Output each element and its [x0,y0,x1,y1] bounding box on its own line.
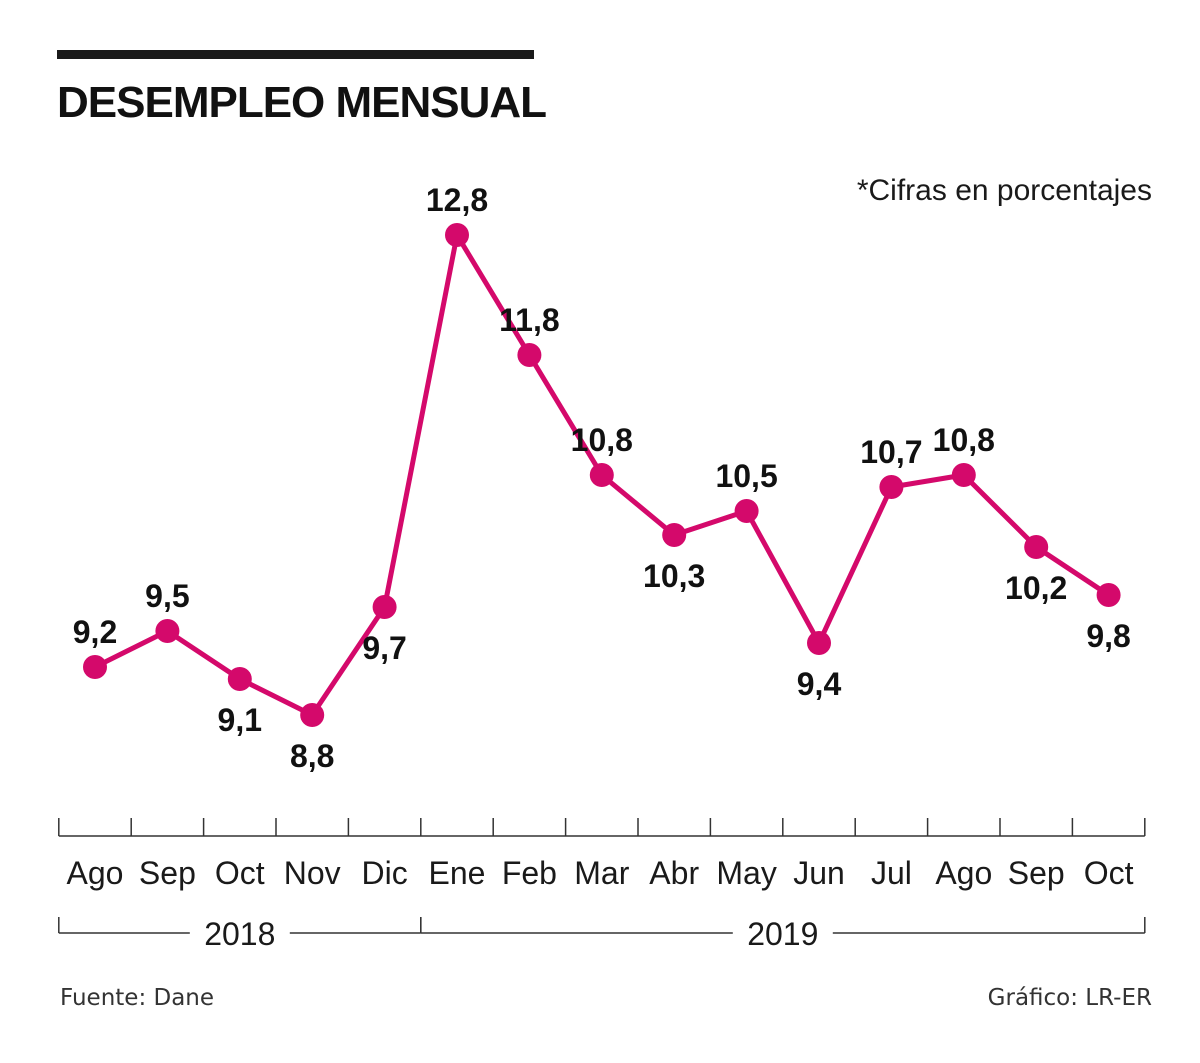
x-tick-label: Mar [574,855,629,891]
source-note: Fuente: Dane [60,985,215,1011]
credit-note: Gráfico: LR-ER [987,985,1152,1011]
year-label: 2019 [747,916,818,952]
x-tick-label: Jun [793,855,845,891]
data-label: 8,8 [290,738,334,774]
data-point [300,703,325,727]
data-point [372,595,397,619]
year-label: 2018 [204,916,275,952]
data-label: 9,4 [797,666,842,702]
data-point [662,523,687,547]
data-label: 10,2 [1005,570,1067,606]
x-tick-label: Dic [361,855,407,891]
chart-title: DESEMPLEO MENSUAL [57,78,547,127]
data-point [155,619,180,643]
x-tick-label: Oct [215,855,265,891]
data-point [589,463,614,487]
x-tick-label: Ago [935,855,992,891]
units-note: *Cifras en porcentajes [856,174,1152,207]
data-label: 9,2 [73,614,117,650]
data-point [517,343,542,367]
data-point [807,631,831,655]
x-tick-label: Sep [139,855,196,891]
x-tick-label: Oct [1084,855,1134,891]
x-tick-label: Jul [871,855,912,891]
data-point [227,667,252,691]
data-label: 11,8 [499,302,560,338]
data-label: 9,7 [362,630,406,666]
data-label: 9,1 [218,702,262,738]
data-label: 10,8 [571,422,633,458]
x-tick-label: Nov [284,855,341,891]
data-label: 9,5 [145,578,189,614]
x-tick-label: Sep [1008,855,1065,891]
data-label: 12,8 [426,182,488,218]
x-tick-label: Abr [649,855,699,891]
data-label: 10,7 [860,434,922,470]
data-point [1024,535,1049,559]
data-point [951,463,976,487]
data-point [734,499,759,523]
data-point [879,475,904,499]
title-rule [57,50,534,59]
data-label: 10,5 [715,458,777,494]
data-point [445,223,469,247]
x-tick-label: Feb [502,855,557,891]
data-label: 9,8 [1086,618,1130,654]
data-label: 10,8 [933,422,995,458]
x-tick-label: Ago [67,855,124,891]
data-point [83,655,107,679]
data-point [1096,583,1121,607]
x-tick-label: Ene [429,855,486,891]
x-tick-label: May [716,855,776,891]
data-label: 10,3 [643,558,705,594]
